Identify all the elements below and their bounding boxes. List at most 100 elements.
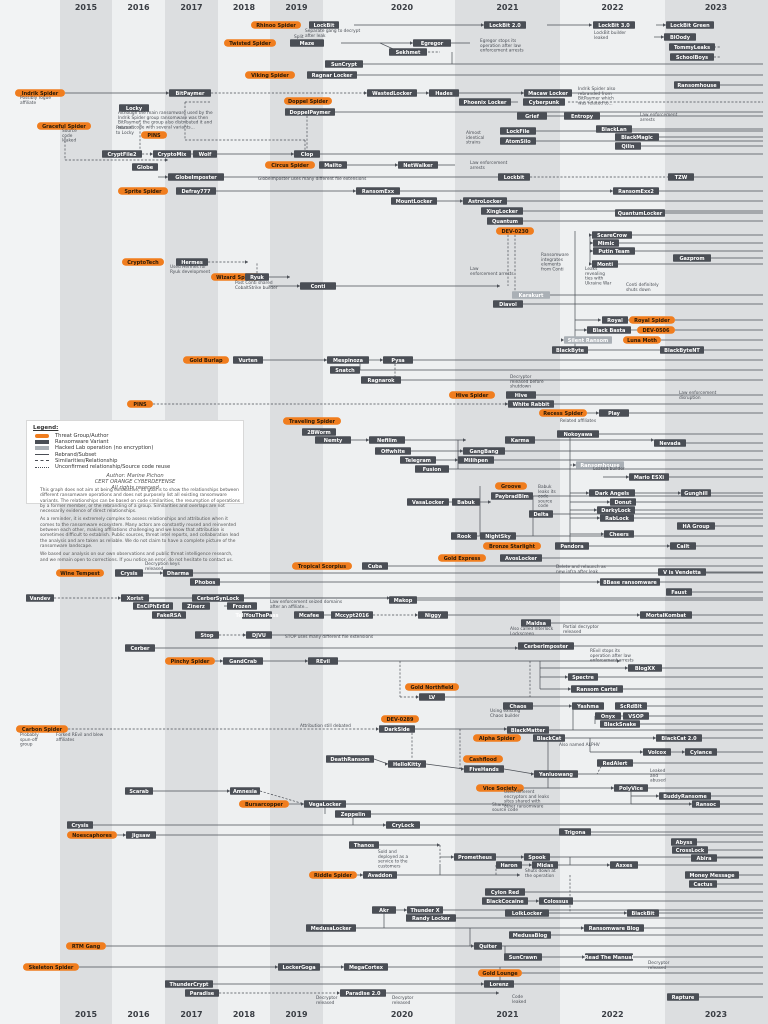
annotation-text: Attribution still debated	[300, 723, 351, 729]
node-label: BlackCat	[537, 736, 562, 742]
annotation-text: Law enforcement arrests	[470, 266, 514, 277]
node-box	[559, 828, 591, 836]
node-label: Stop	[200, 633, 213, 639]
node-label: Telegram	[405, 458, 431, 464]
node-box	[367, 89, 417, 97]
ransomware-variant-cerbersynlock: CerberSynLock	[192, 594, 244, 602]
node-label: Gold Express	[444, 556, 481, 562]
node-box	[294, 611, 324, 619]
node-label: REvil	[316, 659, 330, 665]
annotation-text: Globelmposter uses many different file e…	[258, 176, 367, 182]
node-box	[615, 133, 659, 141]
ransomware-variant-makop: Makop	[389, 596, 417, 604]
node-label: 2BWorm	[307, 430, 330, 436]
ransomware-variant-babuk: Babuk	[452, 498, 480, 506]
node-label: Wizard Spider	[216, 275, 256, 281]
node-label: Milihpen	[464, 458, 489, 464]
node-label: Quiter	[479, 944, 497, 950]
node-label: CryptoTech	[127, 260, 159, 266]
arrowhead	[471, 944, 474, 948]
node-box	[340, 989, 386, 997]
node-box	[539, 897, 573, 905]
arrowhead	[437, 843, 440, 847]
ransomware-variant-ryuk: Ryuk	[245, 273, 269, 281]
annotation-text: Delete and relaunch as new infra after le…	[556, 564, 607, 575]
annotation-text: Shares source code	[492, 802, 518, 813]
arrowhead	[380, 358, 383, 362]
ransomware-variant-phoenix-locker: Phoenix Locker	[459, 98, 511, 106]
ransomware-variant-lockbit-green: LockBit Green	[666, 21, 714, 29]
node-box	[496, 861, 522, 869]
node-label: Groove	[501, 484, 522, 490]
node-box	[615, 702, 647, 710]
arrowhead	[341, 965, 344, 969]
annotation-text: Partial decryptor released	[563, 624, 599, 635]
node-label: Pysa	[391, 358, 404, 364]
year-label-2015: 2015	[75, 1010, 98, 1019]
arrowhead	[150, 152, 153, 156]
arrowhead	[589, 23, 592, 27]
node-box	[463, 197, 507, 205]
ransomware-variant-crysis: Crysis	[67, 821, 93, 829]
node-box	[571, 685, 623, 693]
node-box	[418, 611, 448, 619]
node-label: Ryuk	[250, 275, 264, 281]
annotation-text: Code leaked	[512, 994, 526, 1005]
node-box	[132, 163, 158, 171]
ransomware-variant-8base-ransomware: 8Base ransomware	[600, 578, 660, 586]
ransomware-variant-gazprom: Gazprom	[673, 254, 711, 262]
node-label: BlOody	[670, 35, 691, 41]
node-box	[491, 492, 533, 500]
node-label: Royal	[607, 318, 623, 324]
ransomware-variant-chaos: Chaos	[503, 702, 533, 710]
annotation-text: Babuk leaks its code source code	[538, 484, 556, 509]
year-label-2021: 2021	[496, 3, 519, 12]
node-box	[307, 71, 357, 79]
node-box	[593, 247, 635, 255]
ransomware-variant-black-basta: Black Basta	[587, 326, 631, 334]
arrowhead	[531, 772, 534, 776]
node-box	[327, 356, 369, 364]
ransomware-variant-maze: Maze	[290, 39, 324, 47]
threat-actor-recess-spider: Recess Spider	[539, 409, 587, 417]
node-box	[473, 734, 521, 742]
node-label: Gazprom	[679, 256, 704, 262]
node-box	[658, 568, 706, 576]
threat-actor-groove: Groove	[495, 482, 527, 490]
node-box	[372, 906, 396, 914]
threat-actor-gold-burlap: Gold Burlap	[183, 356, 229, 364]
node-box	[672, 846, 708, 854]
ransomware-variant-cuba: Cuba	[362, 562, 388, 570]
node-box	[37, 122, 91, 130]
node-box	[587, 326, 631, 334]
node-box	[169, 89, 211, 97]
node-label: BlackByte	[556, 348, 585, 354]
node-label: BitPaymer	[176, 91, 206, 97]
node-box	[604, 530, 634, 538]
node-label: BlackMatter	[511, 728, 546, 734]
node-box	[589, 489, 635, 497]
node-label: Tropical Scorpius	[298, 564, 346, 570]
node-box	[125, 787, 153, 795]
ransomware-variant-ransomhouse: Ransomhouse	[576, 461, 624, 469]
node-label: Mario ESXi	[634, 475, 665, 481]
ransomware-variant-blackmagic: BlackMagic	[615, 133, 659, 141]
node-box	[285, 108, 335, 116]
legend-item-rebrand: Rebrand/Subset	[35, 452, 237, 458]
annotation-text: Decryption keys released	[145, 561, 180, 572]
note-paragraph: We based our analysis on our own observa…	[40, 552, 234, 563]
arrowhead	[598, 318, 601, 322]
arrowhead	[460, 199, 463, 203]
node-box	[398, 161, 438, 169]
node-label: Play	[608, 411, 621, 417]
ransomware-variant-nevada: Nevada	[654, 439, 686, 447]
year-label-2021: 2021	[496, 1010, 519, 1019]
ransomware-variant-deathransom: DeathRansom	[326, 755, 374, 763]
node-box	[375, 447, 411, 455]
ransomware-variant-entropy: Entropy	[564, 112, 600, 120]
ransomware-variant-avoslocker: AvosLocker	[500, 554, 542, 562]
node-label: Vurten	[238, 358, 257, 364]
ransomware-variant-blackcat: BlackCat	[533, 734, 565, 742]
node-label: Diavol	[499, 302, 517, 308]
node-label: BlackMagic	[621, 135, 653, 141]
